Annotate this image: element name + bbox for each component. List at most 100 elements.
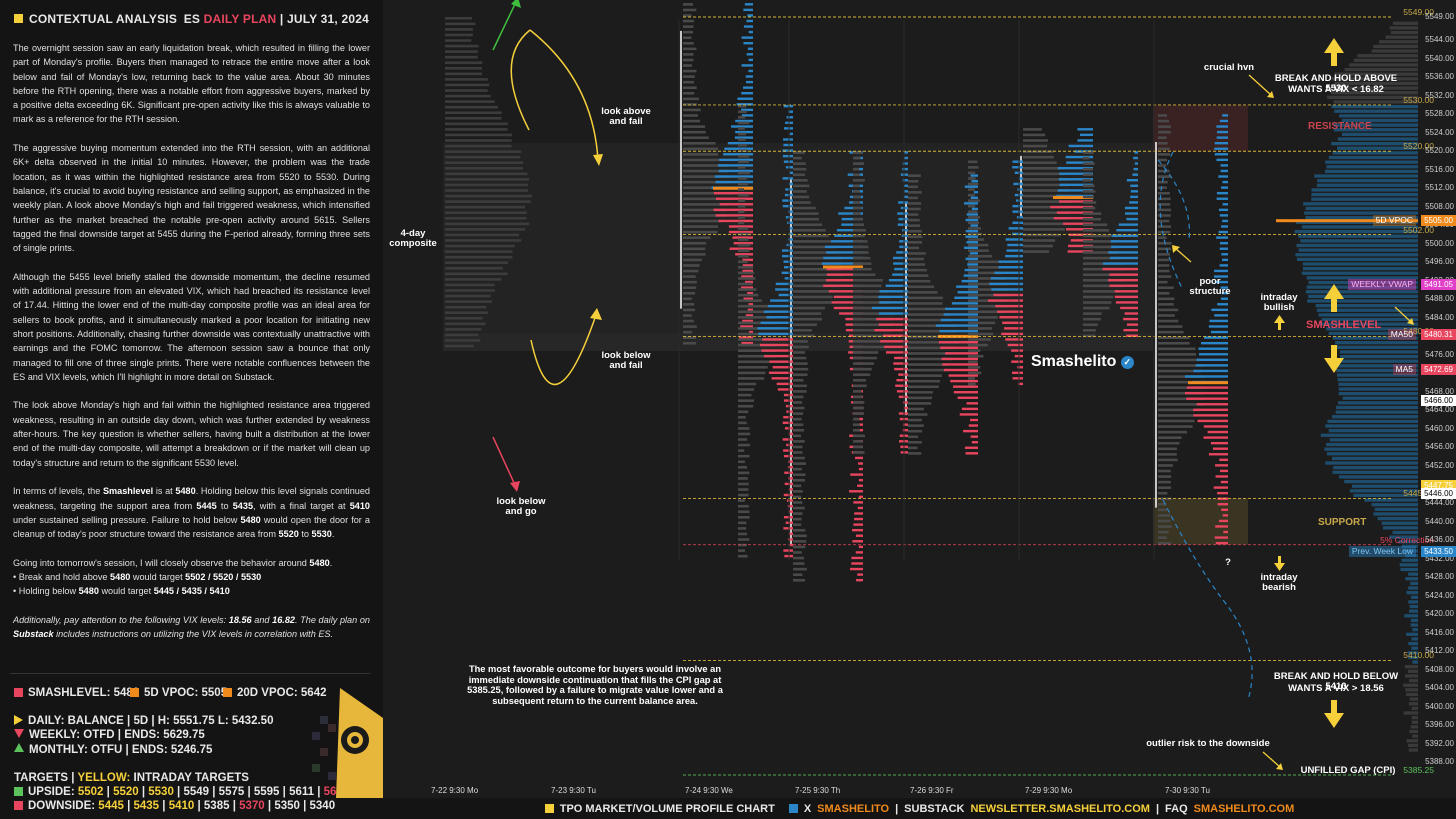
tpo-letters (1158, 136, 1167, 140)
volume-bar (1123, 317, 1138, 321)
volume-bar (1005, 238, 1023, 241)
up-triangle-icon (14, 743, 24, 752)
volume-profile-bar (1316, 308, 1418, 312)
volume-bar (1066, 161, 1093, 164)
footer-x-link[interactable]: SMASHELITO (817, 802, 890, 815)
tpo-letters (908, 196, 918, 200)
tpo-letters (793, 323, 817, 327)
tpo-letters (683, 191, 732, 195)
tpo-letters (683, 253, 706, 256)
volume-bar (1116, 229, 1138, 232)
tpo-letters (683, 164, 729, 167)
volume-bar (1133, 156, 1138, 160)
smashlevel-zone-label: SMASHLEVEL (1306, 319, 1382, 331)
tpo-letters (683, 130, 706, 134)
volume-profile-bar (1412, 734, 1418, 738)
volume-bar (857, 506, 863, 510)
tpo-letters (908, 346, 955, 350)
volume-bar (970, 224, 978, 227)
tpo-letters (793, 378, 804, 382)
volume-bar (763, 310, 793, 313)
tpo-letters (1023, 133, 1046, 137)
tpo-letters (793, 284, 839, 288)
volume-profile-bar (1409, 609, 1418, 613)
tpo-letters (738, 227, 749, 230)
volume-profile-bar (1406, 632, 1418, 636)
volume-profile-bar (1410, 618, 1418, 623)
volume-bar (736, 103, 753, 106)
tpo-letters (738, 249, 750, 252)
verified-badge-icon: ✓ (1120, 356, 1134, 369)
tpo-letters (853, 229, 866, 232)
levels-divider (10, 673, 370, 674)
tpo-letters (683, 14, 692, 17)
tpo-letters (445, 244, 515, 248)
volume-bar (1011, 371, 1023, 374)
tpo-letters (793, 556, 805, 560)
tpo-letters (908, 218, 920, 222)
tpo-letters (908, 268, 927, 272)
volume-profile-bar (1306, 276, 1418, 280)
volume-bar (898, 395, 908, 399)
tpo-letters (908, 435, 919, 439)
volume-bar (715, 180, 753, 184)
tpo-letters (968, 266, 1001, 269)
volume-profile-bar (1326, 165, 1418, 169)
tpo-letters (908, 191, 922, 194)
tpo-letters (853, 184, 860, 188)
tpo-letters (968, 316, 998, 319)
volume-bar (1130, 184, 1138, 187)
volume-bar (748, 58, 753, 62)
tpo-letters (1023, 178, 1070, 181)
tpo-letters (1023, 144, 1048, 148)
volume-bar (1221, 291, 1228, 295)
volume-bar (876, 317, 908, 321)
volume-bar (970, 196, 978, 200)
tpo-letters (445, 105, 498, 109)
green-arrow (492, 1, 517, 51)
tpo-letters (445, 116, 502, 120)
volume-bar (965, 218, 978, 222)
tpo-letters (853, 262, 872, 265)
volume-profile-bar (1335, 410, 1418, 414)
tpo-letters (683, 41, 694, 45)
volume-profile-bar (1381, 521, 1418, 525)
footer-faq-link[interactable]: SMASHELITO.COM (1193, 802, 1295, 815)
volume-bar (1126, 217, 1138, 221)
volume-bar (1214, 536, 1228, 539)
tpo-letters (853, 440, 863, 443)
volume-bar (770, 299, 793, 302)
volume-bar (741, 91, 753, 95)
volume-bar (732, 236, 753, 239)
volume-profile-bar (1332, 470, 1418, 474)
tpo-letters (793, 412, 804, 415)
volume-bar (833, 295, 863, 299)
tpo-letters (1023, 216, 1069, 220)
tpo-letters (1083, 306, 1110, 310)
volume-profile-bar (1407, 669, 1418, 673)
tpo-letters (1158, 158, 1168, 162)
tpo-letters (1158, 169, 1170, 173)
volume-profile-bar (1341, 132, 1418, 137)
tpo-letters (968, 260, 1002, 264)
volume-bar (1193, 414, 1228, 417)
footer-substack-link[interactable]: NEWSLETTER.SMASHELITO.COM (970, 802, 1150, 815)
tpo-chart[interactable]: look above and fail look below and fail … (383, 0, 1456, 798)
price-axis-label: 5468.00 (1425, 386, 1454, 396)
volume-bar (760, 321, 793, 324)
volume-bar (740, 325, 753, 328)
header-square-icon (14, 14, 23, 23)
down-arrow-icon (1324, 700, 1344, 728)
volume-profile-bar (1338, 387, 1418, 391)
volume-profile-bar (1392, 21, 1418, 25)
volume-bar (743, 8, 753, 12)
tpo-letters (738, 271, 755, 275)
volume-bar (902, 428, 908, 432)
tpo-letters (738, 399, 754, 402)
volume-profile-bar (1400, 567, 1418, 572)
tag-label: MA50 (1387, 328, 1416, 340)
tpo-letters (1083, 290, 1120, 293)
volume-bar (1221, 186, 1228, 189)
volume-bar (1012, 160, 1023, 163)
tpo-letters (738, 427, 750, 430)
